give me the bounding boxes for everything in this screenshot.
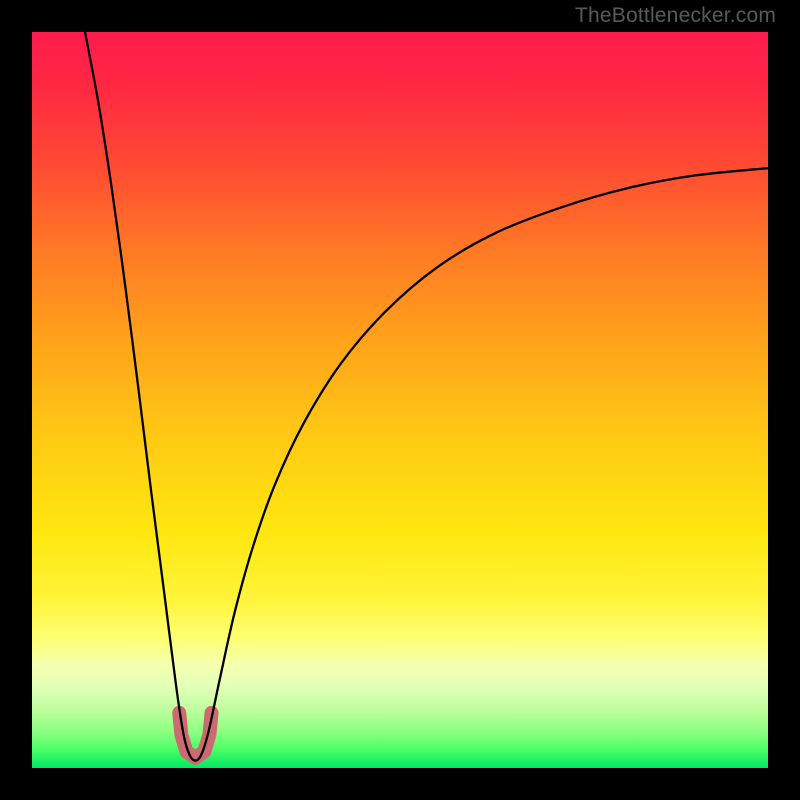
watermark-text: TheBottlenecker.com [575,4,776,28]
chart-svg [32,32,768,768]
plot-area [32,32,768,768]
chart-background [32,32,768,768]
